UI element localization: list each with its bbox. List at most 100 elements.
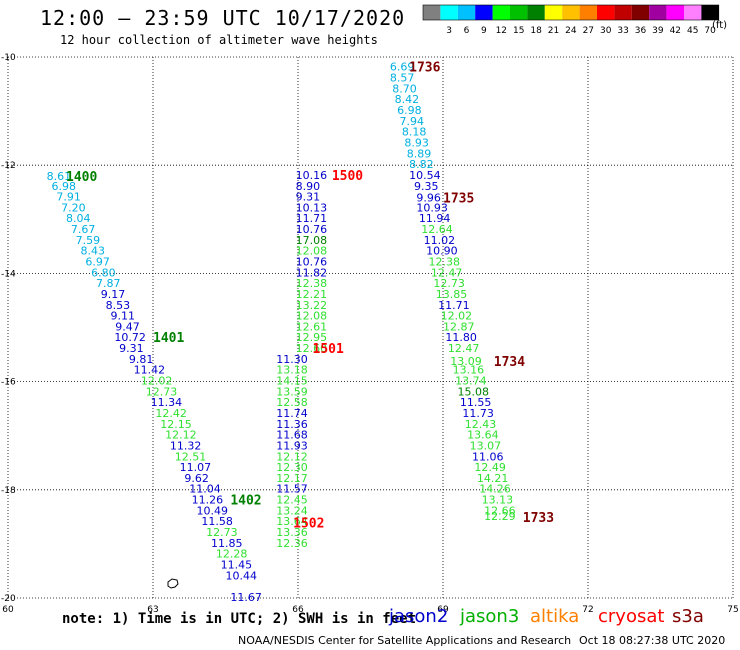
wave-height-value: 8.42: [395, 93, 420, 106]
wave-height-value: 8.57: [390, 72, 415, 85]
wave-height-value: 12.38: [429, 255, 461, 268]
wave-height-value: 12.12: [165, 429, 197, 442]
wave-height-value: 11.82: [296, 266, 328, 279]
wave-height-value: 12.64: [421, 223, 453, 236]
wave-height-value: 12.51: [175, 450, 207, 463]
wave-height-value: 11.42: [134, 364, 166, 377]
wave-height-value: 11.93: [276, 439, 308, 452]
wave-height-value: 13.85: [436, 288, 468, 301]
wave-height-value: 12.28: [216, 548, 248, 561]
legend-label: 70: [704, 26, 716, 36]
legend-swatch: [440, 5, 458, 20]
satellite-jason2: jason2: [389, 606, 449, 627]
wave-height-value: 12.87: [443, 320, 475, 333]
legend-swatch: [544, 5, 563, 20]
wave-height-value: 12.30: [276, 461, 308, 474]
legend-swatch: [666, 5, 684, 20]
wave-height-value: 13.07: [470, 439, 502, 452]
wave-height-value: 13.64: [467, 429, 499, 442]
legend-swatch: [510, 5, 528, 20]
island-outline: [167, 578, 179, 589]
wave-height-value: 11.71: [438, 299, 470, 312]
wave-height-value: 13.09: [450, 355, 482, 368]
wave-height-value: 11.57: [276, 483, 308, 496]
wave-height-value: 13.59: [276, 385, 308, 398]
pass-time-label: 1736: [409, 61, 440, 76]
legend-swatch: [649, 5, 667, 20]
generation-timestamp: Oct 18 08:27:38 UTC 2020: [579, 634, 726, 647]
satellite-jason3: jason3: [460, 606, 520, 627]
wave-height-value: 10.13: [296, 201, 328, 214]
satellite-s3a: s3a: [672, 606, 704, 627]
wave-height-value: 10.44: [226, 569, 258, 582]
legend-swatch: [423, 5, 441, 20]
wave-height-value: 12.17: [276, 472, 308, 485]
wave-height-value: 12.43: [465, 418, 497, 431]
wave-height-value: 7.20: [61, 201, 86, 214]
wave-height-value: 7.91: [56, 191, 80, 204]
wave-height-value: 9.31: [119, 342, 143, 355]
wave-height-value: 6.98: [397, 104, 422, 117]
wave-height-value: 11.80: [445, 331, 477, 344]
wave-height-value: 8.61: [47, 170, 72, 183]
wave-height-value: 6.97: [85, 255, 110, 268]
wave-height-value: 10.16: [296, 169, 328, 182]
wave-height-value: 17.08: [296, 234, 328, 247]
wave-height-value: 11.73: [462, 407, 494, 420]
legend-label: 18: [530, 26, 542, 36]
wave-height-value: 14.26: [479, 483, 511, 496]
wave-height-value: 10.76: [296, 255, 328, 268]
wave-height-value: 12.38: [296, 277, 328, 290]
wave-height-value: 9.31: [296, 191, 321, 204]
wave-height-value: 11.85: [211, 537, 243, 550]
wave-height-value: 9.47: [115, 320, 140, 333]
legend-label: 9: [481, 26, 487, 36]
legend-swatch: [527, 5, 545, 20]
legend-label: 3: [446, 26, 452, 36]
wave-height-value: 9.17: [101, 288, 126, 301]
legend-swatch: [562, 5, 580, 20]
wave-height-value: 13.36: [276, 526, 308, 539]
pass-time-label: 1735: [443, 192, 474, 207]
wave-height-value: 12.45: [276, 494, 308, 507]
lat-tick-label: -20: [1, 594, 16, 604]
legend-swatch: [631, 5, 650, 20]
wave-height-value: 12.73: [146, 385, 178, 398]
island-shape: [167, 578, 179, 589]
wave-height-value: 6.69: [390, 61, 415, 74]
lat-tick-label: -14: [1, 269, 16, 279]
wave-height-value: 13.22: [296, 299, 328, 312]
legend-label: 39: [652, 26, 664, 36]
wave-height-value: 9.96: [416, 192, 441, 205]
legend-label: 21: [548, 26, 559, 36]
wave-height-value: 11.67: [230, 591, 261, 604]
wave-height-value: 11.74: [276, 407, 308, 420]
legend-label: 33: [617, 26, 628, 36]
wave-height-value: 13.16: [453, 364, 485, 377]
legend-label: 6: [464, 26, 470, 36]
wave-height-readings: 8.616.987.917.208.047.677.598.436.976.80…: [47, 61, 554, 604]
legend-label: 24: [565, 26, 577, 36]
page-title: 12:00 – 23:59 UTC 10/17/2020: [40, 6, 406, 30]
wave-height-value: 6.98: [52, 180, 77, 193]
wave-height-value: 11.58: [201, 515, 233, 528]
satellite-cryosat: cryosat: [598, 606, 665, 627]
legend-swatch: [701, 5, 719, 20]
wave-height-value: 9.11: [110, 310, 135, 323]
wave-height-value: 12.29: [484, 510, 516, 523]
wave-height-value: 7.59: [76, 234, 101, 247]
wave-height-value: 11.94: [419, 212, 451, 225]
lon-tick-label: 72: [582, 605, 593, 615]
legend-label: 45: [687, 26, 698, 36]
wave-height-value: 15.08: [458, 385, 490, 398]
wave-height-value: 12.47: [448, 342, 480, 355]
wave-height-value: 12.02: [441, 310, 473, 323]
legend-swatch: [475, 5, 493, 20]
wave-height-value: 12.08: [296, 245, 328, 258]
wave-height-value: 8.90: [296, 180, 321, 193]
legend-label: 15: [513, 26, 524, 36]
legend-label: 36: [635, 26, 647, 36]
satellite-altika: altika: [530, 606, 580, 627]
legend-swatch: [597, 5, 615, 20]
